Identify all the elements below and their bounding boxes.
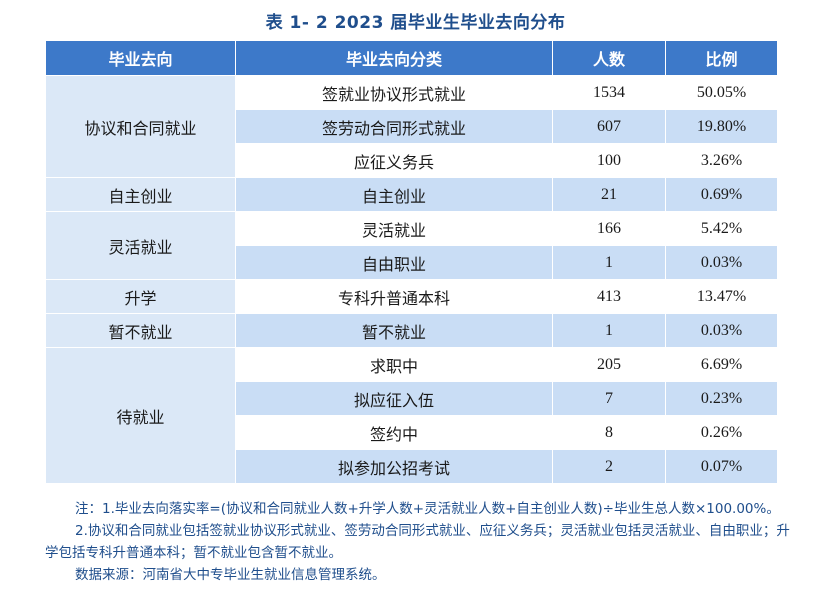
note-source: 数据来源：河南省大中专毕业生就业信息管理系统。: [75, 567, 386, 583]
table-row: 升学 专科升普通本科 413 13.47%: [45, 279, 778, 314]
ratio-cell: 13.47%: [665, 279, 778, 314]
table-row: 灵活就业 灵活就业 166 5.42%: [45, 211, 778, 280]
category-cell: 拟参加公招考试: [235, 449, 553, 484]
table-row: 协议和合同就业 签就业协议形式就业 1534 50.05%: [45, 75, 778, 178]
note-definitions: 2.协议和合同就业包括签就业协议形式就业、签劳动合同形式就业、应征义务兵；灵活就…: [45, 523, 790, 561]
group-cell: 待就业: [45, 347, 236, 484]
ratio-cell: 5.42%: [665, 211, 778, 246]
count-cell: 8: [552, 415, 666, 450]
category-cell: 应征义务兵: [235, 143, 553, 178]
note-formula: 注：1.毕业去向落实率=(协议和合同就业人数+升学人数+灵活就业人数+自主创业人…: [75, 501, 780, 517]
table-notes: 注：1.毕业去向落实率=(协议和合同就业人数+升学人数+灵活就业人数+自主创业人…: [45, 498, 795, 586]
header-count: 人数: [552, 40, 666, 76]
count-cell: 413: [552, 279, 666, 314]
category-cell: 专科升普通本科: [235, 279, 553, 314]
count-cell: 21: [552, 177, 666, 212]
ratio-cell: 0.69%: [665, 177, 778, 212]
count-cell: 100: [552, 143, 666, 178]
category-cell: 拟应征入伍: [235, 381, 553, 416]
group-cell: 升学: [45, 279, 236, 314]
group-cell: 暂不就业: [45, 313, 236, 348]
table-body: 协议和合同就业 签就业协议形式就业 1534 50.05% 签劳动合同形式就业 …: [45, 75, 778, 484]
table-row: 签劳动合同形式就业 607 19.80%: [46, 109, 778, 144]
ratio-cell: 0.07%: [665, 449, 778, 484]
count-cell: 1534: [552, 75, 666, 110]
category-cell: 求职中: [235, 347, 553, 382]
ratio-cell: 0.03%: [665, 313, 778, 348]
table-row: 拟参加公招考试 2 0.07%: [46, 449, 778, 484]
ratio-cell: 50.05%: [665, 75, 778, 110]
table-row: 待就业 求职中 205 6.69%: [45, 347, 778, 484]
count-cell: 205: [552, 347, 666, 382]
table-row: 应征义务兵 100 3.26%: [46, 143, 778, 178]
count-cell: 7: [552, 381, 666, 416]
group-cell: 协议和合同就业: [45, 75, 236, 178]
employment-destination-table: 毕业去向 毕业去向分类 人数 比例 协议和合同就业 签就业协议形式就业 1534…: [45, 40, 778, 484]
table-title: 表 1- 2 2023 届毕业生毕业去向分布: [265, 13, 566, 33]
category-cell: 自主创业: [235, 177, 553, 212]
category-cell: 签约中: [235, 415, 553, 450]
count-cell: 1: [552, 313, 666, 348]
header-destination: 毕业去向: [45, 40, 236, 76]
ratio-cell: 3.26%: [665, 143, 778, 178]
table-row: 签约中 8 0.26%: [46, 415, 778, 450]
category-cell: 自由职业: [235, 245, 553, 280]
count-cell: 607: [552, 109, 666, 144]
category-cell: 签就业协议形式就业: [235, 75, 553, 110]
count-cell: 166: [552, 211, 666, 246]
header-ratio: 比例: [665, 40, 778, 76]
category-cell: 签劳动合同形式就业: [235, 109, 553, 144]
group-cell: 灵活就业: [45, 211, 236, 280]
header-category: 毕业去向分类: [235, 40, 553, 76]
ratio-cell: 6.69%: [665, 347, 778, 382]
group-cell: 自主创业: [45, 177, 236, 212]
category-cell: 暂不就业: [235, 313, 553, 348]
count-cell: 2: [552, 449, 666, 484]
count-cell: 1: [552, 245, 666, 280]
ratio-cell: 0.03%: [665, 245, 778, 280]
category-cell: 灵活就业: [235, 211, 553, 246]
ratio-cell: 0.26%: [665, 415, 778, 450]
ratio-cell: 0.23%: [665, 381, 778, 416]
header-row: 毕业去向 毕业去向分类 人数 比例: [45, 40, 778, 76]
table-row: 暂不就业 暂不就业 1 0.03%: [45, 313, 778, 348]
ratio-cell: 19.80%: [665, 109, 778, 144]
table-row: 自主创业 自主创业 21 0.69%: [45, 177, 778, 212]
